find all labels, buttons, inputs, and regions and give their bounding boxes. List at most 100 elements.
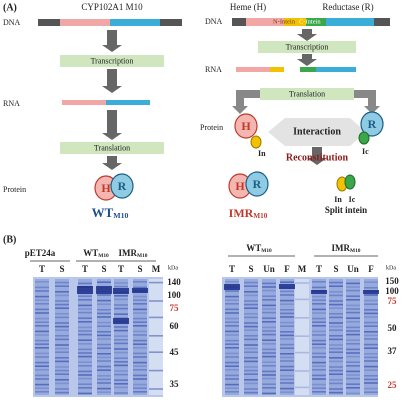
gel-band <box>225 290 239 292</box>
gel-band <box>55 285 69 287</box>
gel-band <box>364 338 378 340</box>
panel-label: (A) <box>3 2 17 13</box>
gel-band <box>312 312 326 314</box>
gel-band <box>55 325 69 328</box>
gel-band <box>312 383 326 386</box>
gel-band <box>114 295 128 297</box>
gel-band <box>225 317 239 320</box>
product-subscript: M10 <box>253 212 267 220</box>
gel-band <box>35 343 49 345</box>
gel-band <box>280 365 294 368</box>
gel-band <box>280 299 294 302</box>
gel-band <box>364 378 378 381</box>
gel-band <box>346 370 360 373</box>
gel-band <box>78 355 92 358</box>
gel-band <box>312 369 326 371</box>
gel-band <box>312 387 326 389</box>
gel-band <box>114 392 128 394</box>
intein-blob <box>250 135 262 149</box>
label: Reductase (R) <box>322 2 373 12</box>
gel-band <box>364 343 378 346</box>
gel-band <box>312 339 326 342</box>
lane-label: Un <box>347 264 359 274</box>
gel-band <box>346 317 360 319</box>
shape <box>326 18 374 26</box>
gel-band <box>244 391 258 394</box>
gel-band <box>133 374 147 377</box>
gel-lane <box>133 279 147 395</box>
gel-band <box>225 295 239 298</box>
gel-band <box>133 317 147 320</box>
gel-band <box>262 387 276 389</box>
gel-band <box>312 361 326 364</box>
gel-band <box>262 352 276 354</box>
gel-band <box>35 330 49 333</box>
gel-band <box>329 335 343 337</box>
gel-band <box>55 344 69 346</box>
label: Protein <box>200 123 223 132</box>
gel-lane <box>280 279 294 395</box>
gel-band <box>97 378 111 381</box>
gel-band <box>364 382 378 384</box>
gel-lane <box>329 279 343 395</box>
gel-band <box>225 365 239 367</box>
gel-band <box>262 304 276 307</box>
domain-letter: R <box>368 117 377 131</box>
gel-band <box>78 282 92 285</box>
gel-band <box>262 355 276 358</box>
gel-band <box>114 335 128 337</box>
marker-label: 75 <box>170 303 180 313</box>
gel-band <box>225 321 239 323</box>
label: Ic <box>349 195 356 204</box>
gel-band <box>97 303 111 305</box>
gel-band <box>35 383 49 386</box>
gel-band <box>114 370 128 372</box>
label: Interaction <box>293 126 341 137</box>
gel-band <box>114 361 128 363</box>
gel-band <box>280 375 294 377</box>
gel-band <box>312 378 326 380</box>
shape <box>232 18 246 26</box>
gel-band <box>329 347 343 350</box>
gel-band <box>55 351 69 353</box>
domain-blob <box>245 171 269 197</box>
gel-band <box>312 321 326 323</box>
arrow <box>307 147 327 165</box>
marker-label: 140 <box>167 277 181 287</box>
gel-band <box>149 388 163 390</box>
gel-band <box>97 338 111 340</box>
gel-band <box>35 312 49 314</box>
intein-blob <box>344 174 356 190</box>
gel-band <box>225 361 239 364</box>
gel-band <box>364 387 378 390</box>
gel-band <box>280 312 294 315</box>
gel-band <box>329 344 343 346</box>
domain-blob <box>234 113 258 139</box>
gel-band <box>114 351 128 354</box>
gel-band <box>133 356 147 358</box>
domain-letter: H <box>241 119 251 133</box>
arrow <box>364 106 380 114</box>
gel-band <box>262 348 276 351</box>
gel-band <box>133 321 147 323</box>
gel-band <box>133 365 147 367</box>
gel-band <box>78 392 92 395</box>
gel-band <box>244 313 258 315</box>
gel-band <box>78 295 92 297</box>
gel-band <box>55 322 69 324</box>
gel-band <box>149 351 163 353</box>
gel-band <box>78 311 92 314</box>
gel-band <box>329 316 343 319</box>
gel-band <box>364 321 378 324</box>
gel-band <box>97 343 111 346</box>
gel-band <box>346 286 360 288</box>
gel-band <box>244 307 258 309</box>
gel-lane <box>346 279 360 395</box>
gel-band <box>114 304 128 306</box>
gel-band <box>329 391 343 394</box>
gel-band <box>133 308 147 311</box>
gel-band <box>244 291 258 293</box>
gel-band <box>295 298 309 301</box>
label: DNA <box>3 18 21 27</box>
gel-band <box>364 356 378 359</box>
